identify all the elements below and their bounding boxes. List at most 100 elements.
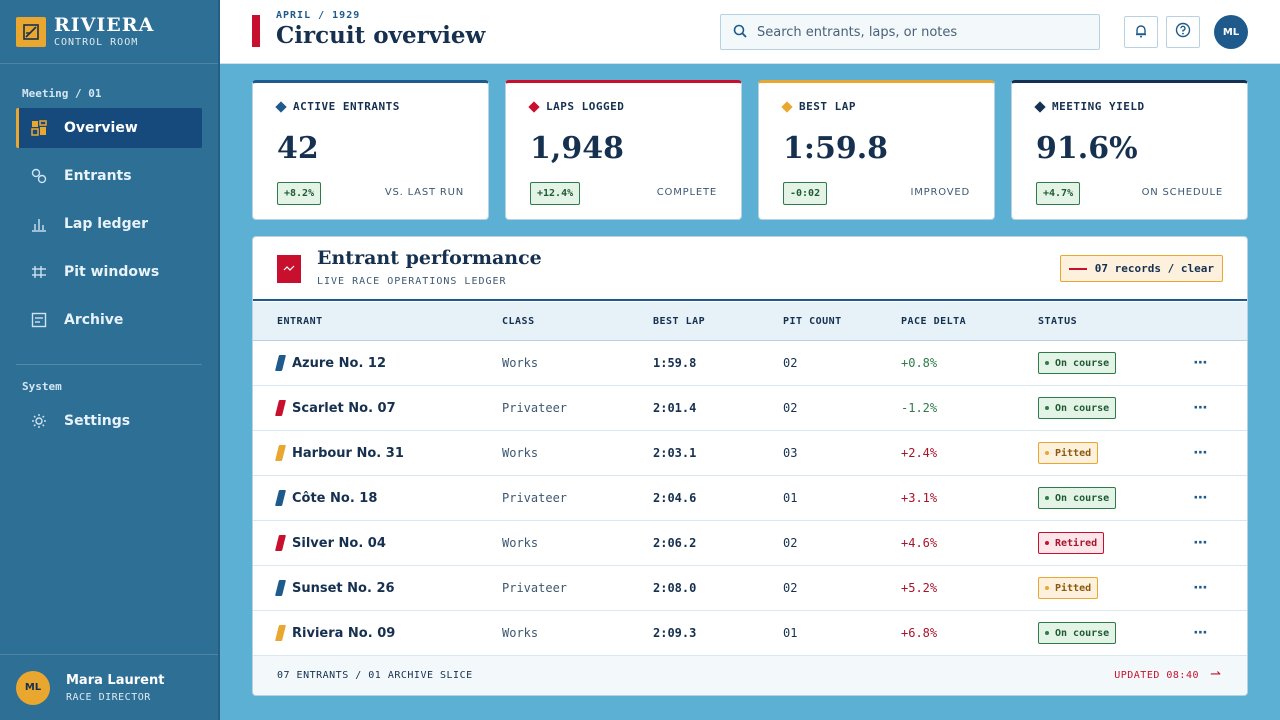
entrant-name[interactable]: Silver No. 04 — [292, 535, 386, 551]
row-actions-button[interactable]: ⋯ — [1193, 535, 1209, 551]
footer-summary: 07 ENTRANTS / 01 ARCHIVE SLICE — [277, 670, 473, 681]
legend-line-icon — [1068, 267, 1087, 270]
nav-section-meeting: Meeting / 01 — [22, 87, 102, 100]
entrant-name[interactable]: Riviera No. 09 — [292, 625, 396, 641]
bell-icon — [1134, 23, 1148, 42]
entrant-name[interactable]: Sunset No. 26 — [292, 580, 395, 596]
kpi-value: 91.6% — [1036, 131, 1138, 166]
status-cell: On course — [1038, 476, 1117, 520]
sidebar-item-pit-windows[interactable]: Pit windows — [16, 252, 202, 292]
best-lap-cell: 2:09.3 — [653, 626, 697, 640]
kpi-change-badge: +8.2% — [277, 182, 322, 205]
table-row[interactable]: Côte No. 18 Privateer 2:04.6 01 +3.1% On cour… — [253, 476, 1247, 521]
entrant-name[interactable]: Scarlet No. 07 — [292, 400, 396, 416]
entrants-icon — [30, 167, 48, 185]
status-badge: On course — [1038, 487, 1117, 509]
status-label: On course — [1055, 402, 1110, 414]
row-actions-button[interactable]: ⋯ — [1193, 445, 1209, 461]
entrant-name[interactable]: Azure No. 12 — [292, 355, 387, 371]
brand-name: RIVIERA — [54, 14, 155, 36]
updated-timestamp: UPDATED 08:40 — [1114, 670, 1199, 681]
best-lap-cell: 2:03.1 — [653, 446, 697, 460]
column-header-best-lap[interactable]: BEST LAP — [653, 316, 706, 327]
column-header-class[interactable]: CLASS — [502, 316, 535, 327]
table-row[interactable]: Silver No. 04 Works 2:06.2 02 +4.6% Retired ⋯ — [253, 521, 1247, 566]
kpi-card-meeting-yield: MEETING YIELD 91.6% +4.7% ON SCHEDULE — [1011, 80, 1248, 220]
avatar[interactable]: ML — [1214, 15, 1248, 49]
entrant-name[interactable]: Côte No. 18 — [292, 490, 378, 506]
bar-chart-icon — [30, 215, 48, 233]
kpi-note: ON SCHEDULE — [1141, 187, 1223, 198]
status-cell: On course — [1038, 611, 1117, 655]
arrow-right-icon[interactable]: ⇀ — [1210, 667, 1221, 682]
records-filter-chip[interactable]: 07 records / clear — [1059, 255, 1223, 282]
sidebar-item-label: Archive — [64, 312, 124, 328]
pit-count-cell: 01 — [783, 491, 798, 505]
kpi-value: 42 — [277, 131, 319, 166]
sidebar-item-overview[interactable]: Overview — [16, 108, 202, 148]
column-header-pit-count[interactable]: PIT COUNT — [783, 316, 842, 327]
sidebar-item-archive[interactable]: Archive — [16, 300, 202, 340]
table-row[interactable]: Riviera No. 09 Works 2:09.3 01 +6.8% On cours… — [253, 611, 1247, 656]
pace-delta-cell: +0.8% — [901, 356, 938, 370]
brand[interactable]: RIVIERA CONTROL ROOM — [0, 0, 218, 64]
row-actions-button[interactable]: ⋯ — [1193, 355, 1209, 371]
pace-delta-cell: +3.1% — [901, 491, 938, 505]
avatar: ML — [16, 670, 50, 705]
table-row[interactable]: Azure No. 12 Works 1:59.8 02 +0.8% On course ⋯ — [253, 341, 1247, 386]
header: APRIL / 1929 Circuit overview Search ent… — [220, 0, 1280, 64]
sidebar-item-label: Settings — [64, 413, 131, 429]
row-actions-button[interactable]: ⋯ — [1193, 625, 1209, 641]
logo-icon — [16, 16, 46, 47]
sidebar-item-label: Pit windows — [64, 264, 160, 280]
sidebar-item-label: Lap ledger — [64, 216, 148, 232]
column-header-pace-delta[interactable]: PACE DELTA — [901, 316, 967, 327]
entrant-cell: Azure No. 12 — [275, 341, 387, 385]
sidebar-item-label: Overview — [64, 120, 138, 136]
brand-subtitle: CONTROL ROOM — [54, 37, 139, 48]
best-lap-cell: 1:59.8 — [653, 356, 697, 370]
status-label: Pitted — [1055, 582, 1092, 594]
notifications-button[interactable] — [1124, 16, 1158, 48]
team-stripe-icon — [275, 490, 286, 506]
sidebar-item-lap-ledger[interactable]: Lap ledger — [16, 204, 202, 244]
kpi-note: COMPLETE — [656, 187, 717, 198]
status-cell: On course — [1038, 341, 1117, 385]
column-header-entrant[interactable]: ENTRANT — [277, 316, 323, 327]
table-header: ENTRANT CLASS BEST LAP PIT COUNT PACE DE… — [253, 302, 1247, 341]
row-actions-button[interactable]: ⋯ — [1193, 580, 1209, 596]
entrant-name[interactable]: Harbour No. 31 — [292, 445, 404, 461]
team-stripe-icon — [275, 400, 286, 416]
kpi-change-badge: +4.7% — [1036, 182, 1081, 205]
table-row[interactable]: Harbour No. 31 Works 2:03.1 03 +2.4% Pitted ⋯ — [253, 431, 1247, 476]
search-input[interactable]: Search entrants, laps, or notes — [720, 14, 1100, 50]
row-actions-button[interactable]: ⋯ — [1193, 490, 1209, 506]
status-cell: Pitted — [1038, 566, 1099, 610]
kpi-note: IMPROVED — [910, 187, 970, 198]
help-button[interactable] — [1166, 16, 1200, 48]
status-badge: Retired — [1038, 532, 1105, 554]
kpi-label: ACTIVE ENTRANTS — [293, 100, 400, 113]
sidebar-item-entrants[interactable]: Entrants — [16, 156, 202, 196]
team-stripe-icon — [275, 535, 286, 551]
status-badge: On course — [1038, 352, 1117, 374]
column-header-status[interactable]: STATUS — [1038, 316, 1078, 327]
user-profile[interactable]: ML Mara Laurent RACE DIRECTOR — [0, 654, 218, 720]
class-cell: Works — [502, 356, 539, 370]
entrant-cell: Riviera No. 09 — [275, 611, 396, 655]
best-lap-cell: 2:06.2 — [653, 536, 697, 550]
status-badge: On course — [1038, 622, 1117, 644]
row-actions-button[interactable]: ⋯ — [1193, 400, 1209, 416]
pace-delta-cell: +2.4% — [901, 446, 938, 460]
table-row[interactable]: Scarlet No. 07 Privateer 2:01.4 02 -1.2% On c… — [253, 386, 1247, 431]
diamond-icon — [275, 100, 287, 113]
status-dot-icon — [1045, 586, 1049, 590]
status-label: Retired — [1055, 537, 1098, 549]
kpi-value: 1:59.8 — [783, 131, 889, 166]
search-placeholder: Search entrants, laps, or notes — [757, 24, 958, 40]
status-label: On course — [1055, 627, 1110, 639]
team-stripe-icon — [275, 625, 286, 641]
class-cell: Privateer — [502, 491, 568, 505]
table-row[interactable]: Sunset No. 26 Privateer 2:08.0 02 +5.2% Pitte… — [253, 566, 1247, 611]
sidebar-item-settings[interactable]: Settings — [16, 401, 202, 441]
